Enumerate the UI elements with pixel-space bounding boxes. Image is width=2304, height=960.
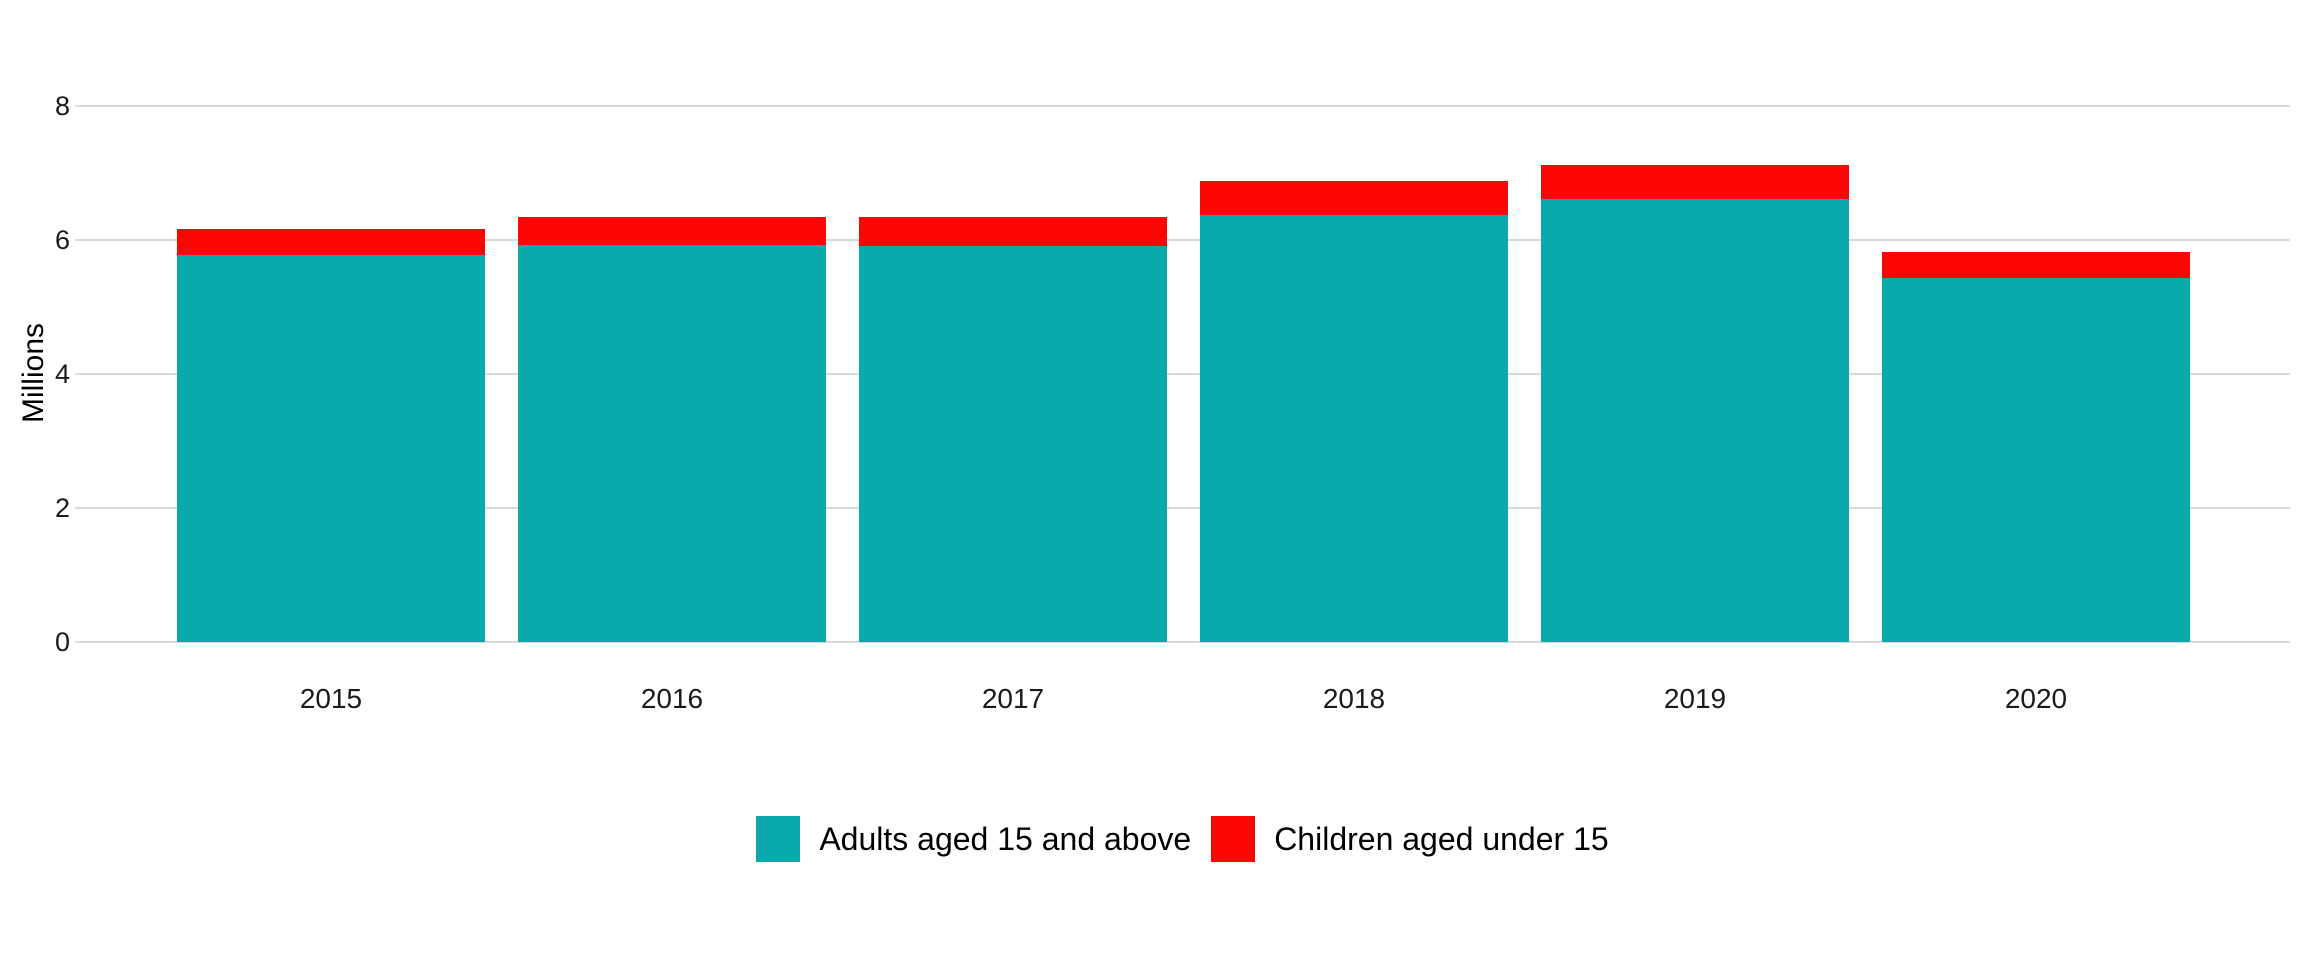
bar-2018-adults-segment[interactable] — [1200, 215, 1508, 642]
bar-2015-children-segment[interactable] — [177, 229, 485, 255]
legend-swatch-adults-icon — [756, 816, 801, 862]
x-tick-label-2018: 2018 — [1322, 683, 1386, 714]
y-tick-label-0: 0 — [54, 627, 70, 657]
x-tick-label-2017: 2017 — [981, 683, 1045, 714]
x-tick-label-2020: 2020 — [2004, 683, 2068, 714]
bar-2019-adults-segment[interactable] — [1541, 199, 1849, 642]
x-tick-label-2016: 2016 — [640, 683, 704, 714]
x-tick-label-2019: 2019 — [1663, 683, 1727, 714]
gridline-y-8 — [75, 105, 2290, 107]
legend-item-children[interactable]: Children aged under 15 — [1211, 816, 1609, 862]
y-tick-label-4: 4 — [54, 359, 70, 389]
legend-label-adults: Adults aged 15 and above — [819, 820, 1192, 857]
y-tick-label-2: 2 — [54, 493, 70, 523]
gridline-y-4 — [75, 373, 2290, 375]
bar-2020-adults-segment[interactable] — [1882, 278, 2190, 642]
y-tick-label-8: 8 — [54, 91, 70, 121]
bar-2018-children-segment[interactable] — [1200, 181, 1508, 215]
legend-label-children: Children aged under 15 — [1274, 820, 1609, 857]
gridline-y-0 — [75, 641, 2290, 643]
bar-2017-adults-segment[interactable] — [859, 246, 1167, 642]
legend: Adults aged 15 and above Children aged un… — [75, 816, 2290, 862]
bar-2020-children-segment[interactable] — [1882, 252, 2190, 278]
y-tick-label-6: 6 — [54, 225, 70, 255]
bar-2016-adults-segment[interactable] — [518, 245, 826, 642]
legend-swatch-children-icon — [1211, 816, 1256, 862]
bar-2017-children-segment[interactable] — [859, 217, 1167, 246]
legend-item-adults[interactable]: Adults aged 15 and above — [756, 816, 1191, 862]
gridline-y-2 — [75, 507, 2290, 509]
gridline-y-6 — [75, 239, 2290, 241]
bar-2015-adults-segment[interactable] — [177, 255, 485, 642]
bar-2019-children-segment[interactable] — [1541, 165, 1849, 199]
bar-2016-children-segment[interactable] — [518, 217, 826, 245]
x-tick-label-2015: 2015 — [299, 683, 363, 714]
